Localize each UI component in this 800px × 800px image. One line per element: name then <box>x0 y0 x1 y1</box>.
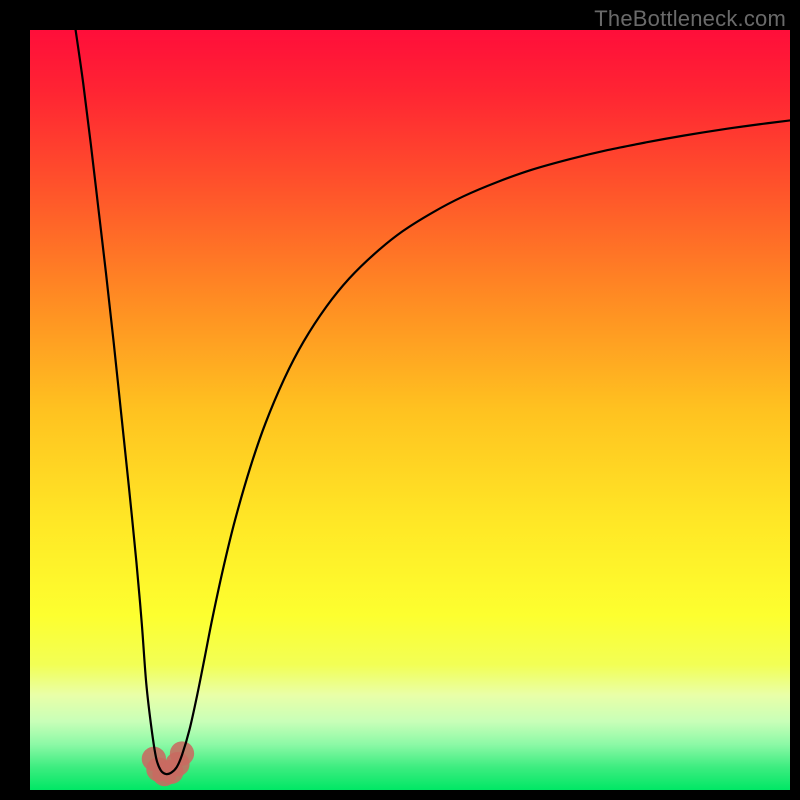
chart-stage: TheBottleneck.com <box>0 0 800 800</box>
bottleneck-curve <box>76 30 790 774</box>
plot-area <box>30 30 790 790</box>
trough-marker-group <box>142 741 194 786</box>
curve-layer <box>30 30 790 790</box>
source-watermark: TheBottleneck.com <box>594 6 786 32</box>
